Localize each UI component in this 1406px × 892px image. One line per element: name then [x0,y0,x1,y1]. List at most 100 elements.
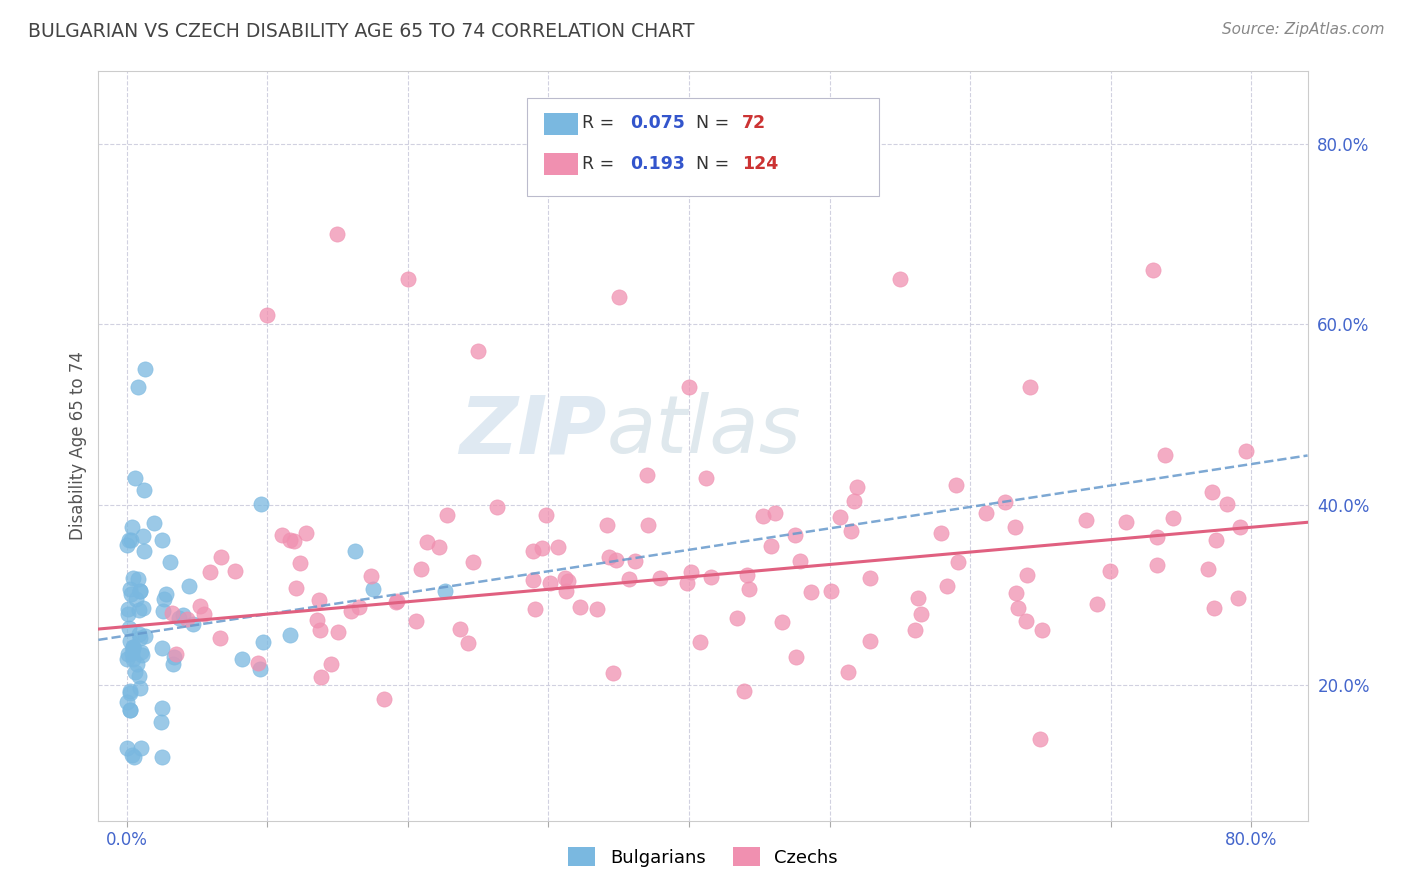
Point [974,507,997,521]
Point [308,593,330,607]
Point [278,533,301,548]
Point [363,582,385,597]
Point [689,635,711,649]
Point [131,648,153,662]
Point [305,614,328,628]
Point [121,520,143,534]
Text: N =: N = [696,155,735,173]
Point [177,579,200,593]
Point [1076,513,1098,527]
Point [1197,561,1219,575]
Point [770,615,793,630]
Point [409,562,432,576]
Point [945,478,967,492]
Point [309,670,332,684]
Point [152,641,174,656]
Point [132,601,155,615]
Point [725,611,748,625]
Point [538,576,561,591]
Text: Source: ZipAtlas.com: Source: ZipAtlas.com [1222,22,1385,37]
Point [761,539,783,553]
Point [152,592,174,607]
Point [271,528,294,542]
Point [278,628,301,642]
Point [122,571,145,585]
Point [569,599,592,614]
Point [193,607,215,621]
Point [1201,485,1223,500]
Point [117,533,139,548]
Point [129,583,152,598]
Point [163,650,186,665]
Point [250,497,273,511]
Point [763,506,786,520]
Point [122,652,145,666]
Point [1015,568,1038,582]
Point [343,544,366,558]
Point [436,508,458,523]
Text: R =: R = [582,155,620,173]
Point [120,586,142,600]
Point [555,583,578,598]
Point [636,467,658,482]
Point [1019,380,1042,394]
Point [1031,623,1053,637]
Point [347,600,370,615]
Point [120,703,142,717]
Point [858,571,880,585]
Point [837,665,859,680]
Point [700,570,723,584]
Point [117,607,139,622]
Point [737,582,759,596]
Point [737,568,759,582]
Point [120,684,142,698]
Point [1205,533,1227,547]
Point [530,541,553,556]
Point [842,494,865,508]
Y-axis label: Disability Age 65 to 74: Disability Age 65 to 74 [69,351,87,541]
Text: N =: N = [696,114,735,132]
Text: atlas: atlas [606,392,801,470]
Point [929,525,952,540]
Point [128,603,150,617]
Point [486,500,509,515]
Point [198,565,221,579]
Point [162,657,184,672]
Point [124,470,146,484]
Point [134,483,156,497]
Text: ZIP: ZIP [458,392,606,470]
Point [547,541,569,555]
Point [127,380,149,394]
Point [150,750,173,764]
Point [152,604,174,618]
Point [208,631,231,645]
Point [181,616,204,631]
Point [936,579,959,593]
Point [427,541,450,555]
Text: 124: 124 [742,155,779,173]
Point [904,623,927,637]
Point [416,534,439,549]
Point [360,568,382,582]
Point [122,750,145,764]
Point [176,612,198,626]
Point [602,665,624,680]
Point [800,585,823,599]
Point [121,748,143,763]
Point [115,538,138,552]
Point [994,495,1017,509]
Point [910,607,932,621]
Point [1004,585,1026,599]
Point [128,669,150,683]
Point [467,344,489,359]
Point [1229,520,1251,534]
Point [598,549,620,564]
Point [1234,444,1257,458]
Point [1146,558,1168,572]
Point [326,624,349,639]
Point [785,650,807,665]
Point [859,634,882,648]
Point [340,604,363,618]
Point [160,606,183,620]
Point [247,656,270,670]
